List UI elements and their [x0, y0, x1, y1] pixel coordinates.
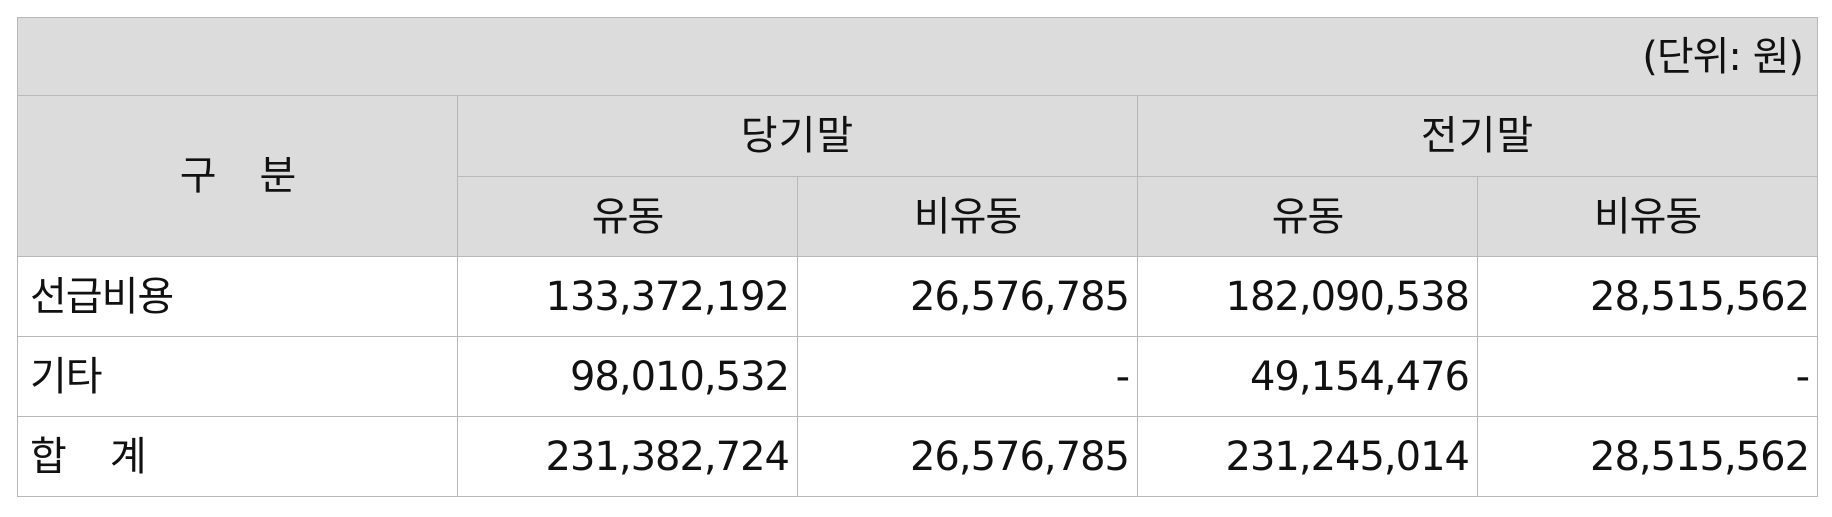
cell-current-current: 133,372,192: [457, 256, 798, 337]
header-category-part-2: 분: [259, 153, 297, 199]
cell-current-current: 231,382,724: [457, 416, 798, 497]
row-label: 기타: [17, 336, 458, 417]
total-label-part-1: 합: [30, 433, 67, 480]
cell-current-noncurrent: 26,576,785: [797, 256, 1138, 337]
cell-current-noncurrent: 26,576,785: [797, 416, 1138, 497]
table-row-other: 기타 98,010,532 - 49,154,476 -: [17, 336, 1819, 417]
header-current-period: 당기말: [457, 95, 1138, 177]
cell-current-current: 98,010,532: [457, 336, 798, 417]
total-label-part-2: 계: [109, 433, 147, 480]
cell-prior-noncurrent: -: [1476, 336, 1819, 417]
row-label: 선급비용: [17, 256, 458, 337]
cell-prior-current: 182,090,538: [1137, 256, 1478, 337]
header-prior-current: 유동: [1137, 176, 1478, 257]
unit-label: (단위: 원): [16, 17, 1819, 96]
header-row-2: 유동 비유동 유동 비유동: [18, 176, 1819, 257]
cell-prior-current: 49,154,476: [1137, 336, 1478, 417]
cell-prior-noncurrent: 28,515,562: [1476, 416, 1819, 497]
header-prior-period: 전기말: [1136, 95, 1819, 177]
header-current-noncurrent: 비유동: [797, 176, 1138, 257]
cell-current-noncurrent: -: [797, 336, 1138, 417]
cell-prior-current: 231,245,014: [1137, 416, 1478, 497]
header-category-part-1: 구: [179, 153, 217, 199]
header-current-current: 유동: [457, 176, 798, 257]
cell-prior-noncurrent: 28,515,562: [1476, 256, 1819, 337]
unit-row: (단위: 원): [16, 17, 1819, 96]
header-prior-noncurrent: 비유동: [1476, 176, 1819, 257]
table-row-prepaid-expenses: 선급비용 133,372,192 26,576,785 182,090,538 …: [17, 256, 1819, 337]
